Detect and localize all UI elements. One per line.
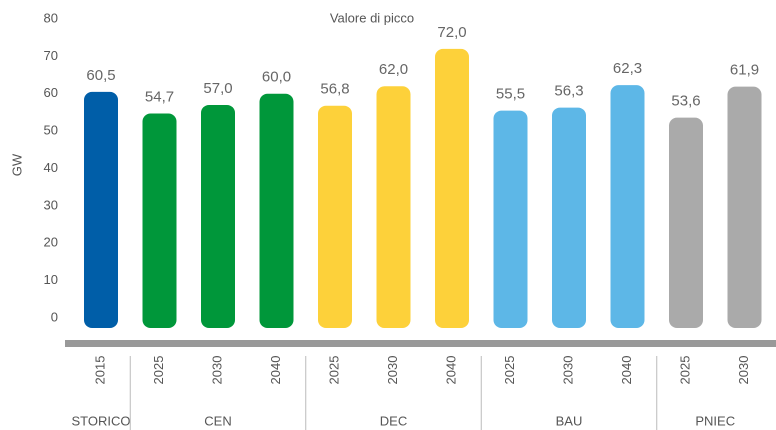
bar — [610, 85, 645, 328]
value-label: 57,0 — [203, 80, 232, 97]
y-tick-label: 60 — [44, 85, 58, 100]
bar — [552, 107, 586, 328]
group-label: CEN — [204, 413, 231, 428]
x-tick-label: 2030 — [560, 356, 575, 385]
group-label: STORICO — [72, 413, 131, 428]
bar — [318, 105, 352, 329]
group-label: PNIEC — [695, 413, 735, 428]
y-tick-label: 70 — [44, 48, 58, 63]
value-label: 55,5 — [496, 86, 525, 103]
value-label: 54,7 — [145, 89, 174, 106]
bar — [493, 110, 528, 328]
value-label: 61,9 — [730, 62, 759, 79]
y-tick-label: 40 — [44, 160, 58, 175]
bar — [84, 91, 118, 328]
group-label: DEC — [380, 413, 407, 428]
y-tick-label: 10 — [44, 272, 58, 287]
bar — [435, 48, 469, 329]
x-tick-label: 2025 — [677, 356, 692, 385]
value-label: 53,6 — [671, 93, 700, 110]
bar — [201, 104, 235, 329]
x-tick-label: 2025 — [326, 356, 341, 385]
group-label: BAU — [556, 413, 583, 428]
bar — [669, 117, 703, 328]
value-label: 56,8 — [320, 81, 349, 98]
y-tick-label: 80 — [44, 10, 58, 25]
x-tick-label: 2040 — [443, 356, 458, 385]
bar — [727, 86, 762, 329]
bar — [376, 86, 411, 329]
value-label: 72,0 — [437, 24, 466, 41]
x-tick-label: 2040 — [619, 356, 634, 385]
x-axis — [65, 340, 776, 347]
bar — [259, 93, 294, 328]
y-tick-label: 50 — [44, 123, 58, 138]
y-tick-label: 20 — [44, 235, 58, 250]
x-tick-label: 2025 — [151, 356, 166, 385]
value-label: 62,3 — [613, 60, 642, 77]
y-tick-label: 0 — [51, 309, 58, 324]
x-tick-label: 2025 — [502, 356, 517, 385]
x-tick-label: 2030 — [736, 356, 751, 385]
value-label: 60,0 — [262, 69, 291, 86]
x-tick-label: 2015 — [92, 356, 107, 385]
y-tick-label: 30 — [44, 197, 58, 212]
value-label: 56,3 — [554, 83, 583, 100]
chart-title: Valore di picco — [330, 10, 414, 25]
y-axis-label: GW — [9, 153, 24, 176]
x-tick-label: 2030 — [385, 356, 400, 385]
x-tick-label: 2030 — [209, 356, 224, 385]
bar — [142, 113, 177, 328]
value-label: 62,0 — [379, 61, 408, 78]
value-label: 60,5 — [86, 67, 115, 84]
x-tick-label: 2040 — [268, 356, 283, 385]
